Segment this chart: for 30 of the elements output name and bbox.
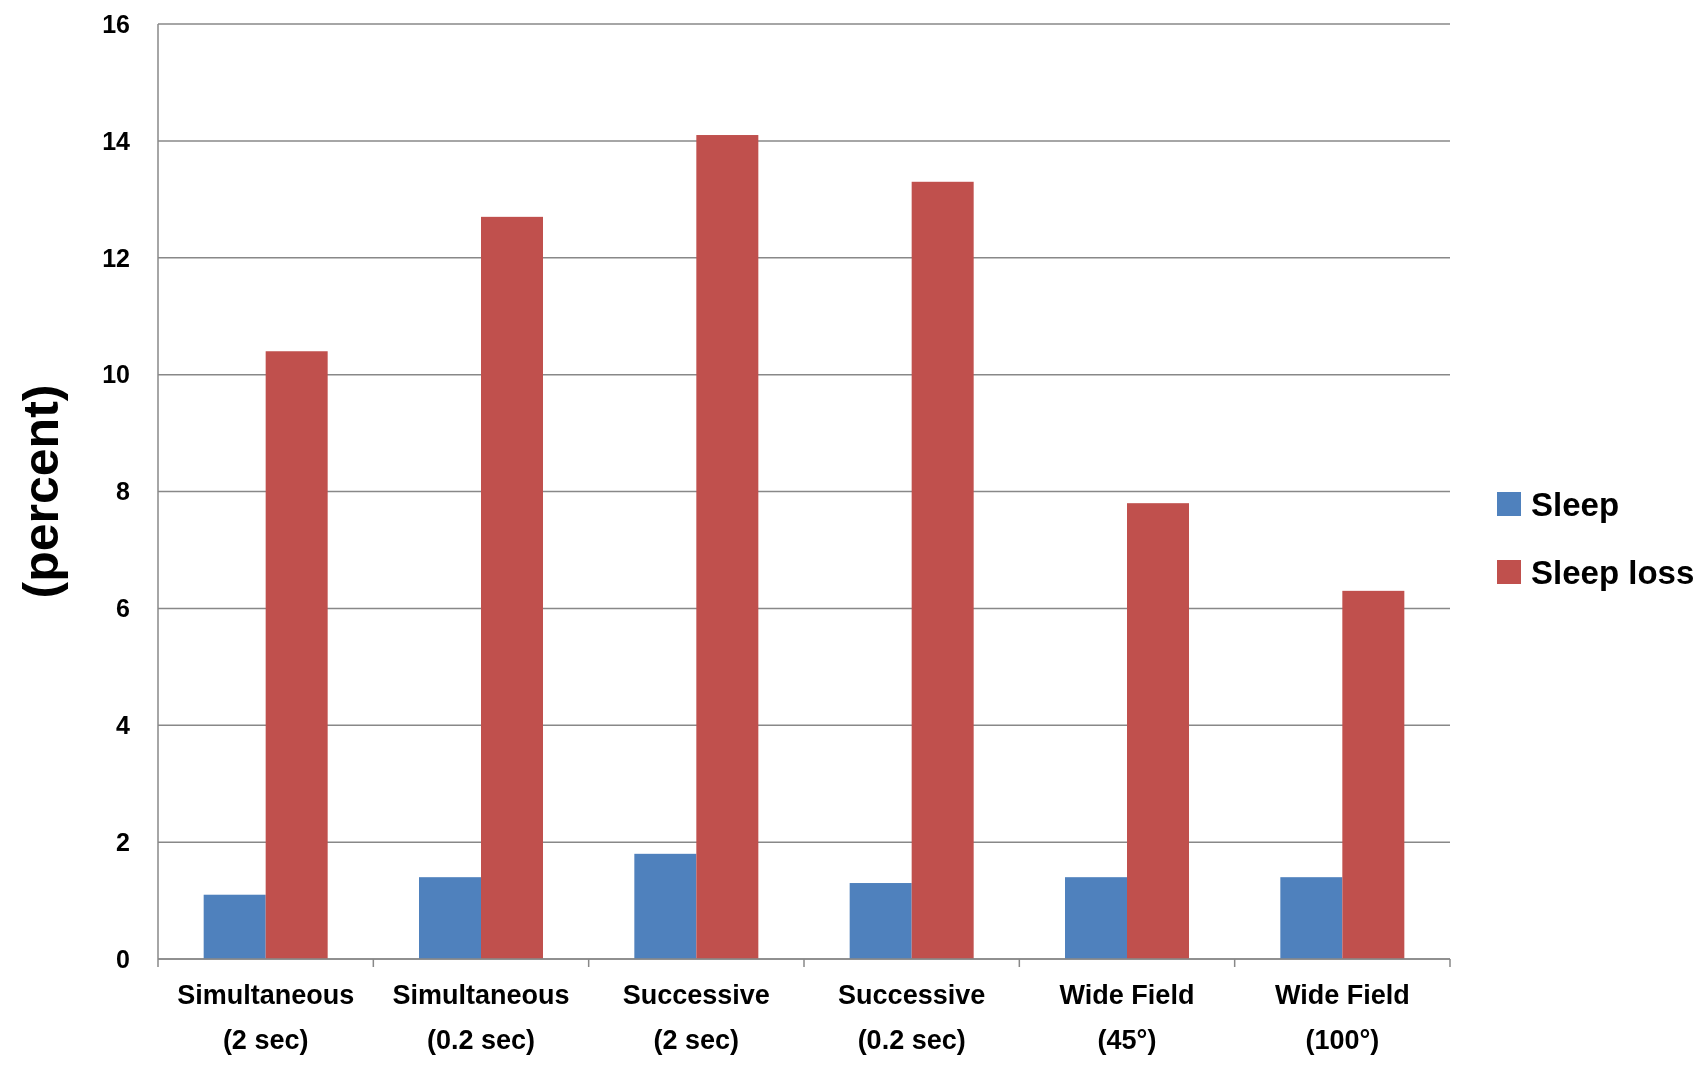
bar [911, 181, 974, 959]
bar [265, 351, 328, 959]
y-tick-label: 4 [116, 711, 131, 739]
x-tick-label: Successive (2 sec) [622, 980, 770, 1055]
legend-label: Sleep loss [1531, 553, 1695, 591]
y-axis-title: (percent) [13, 384, 69, 599]
y-tick-label: 8 [116, 477, 131, 506]
bar [481, 216, 543, 959]
bar [696, 135, 759, 959]
bar [203, 894, 266, 959]
y-tick-label: 6 [116, 594, 130, 623]
x-tick-label: Wide Field (45°) [1059, 980, 1195, 1055]
y-tick-label: 14 [102, 126, 131, 155]
bar [419, 877, 481, 959]
y-tick-label: 16 [102, 9, 130, 38]
x-tick-label: Successive (0.2 sec) [838, 980, 986, 1055]
bar [634, 853, 697, 959]
y-tick-label: 12 [102, 243, 130, 272]
x-tick-label: Wide Field (100°) [1274, 980, 1410, 1055]
bar [1065, 877, 1127, 959]
y-tick-label: 0 [116, 944, 130, 973]
y-tick-label: 2 [116, 827, 130, 856]
legend-label: Sleep [1531, 485, 1620, 523]
bar [849, 883, 912, 959]
bar [1280, 877, 1343, 959]
x-tick-label: Simultaneous (0.2 sec) [392, 980, 570, 1055]
x-tick-label: Simultaneous (2 sec) [177, 980, 355, 1055]
bar [1342, 590, 1405, 959]
y-tick-label: 10 [102, 360, 130, 389]
bar [1127, 503, 1189, 959]
